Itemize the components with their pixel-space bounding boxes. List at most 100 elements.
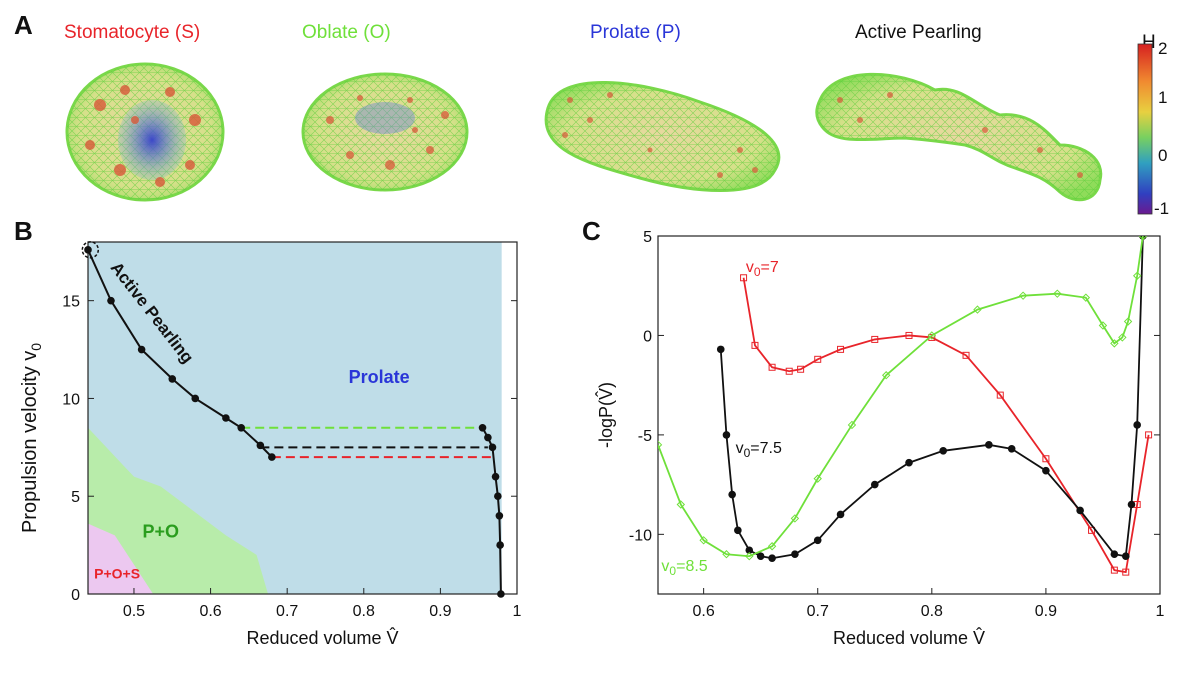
series-label-0: v0=7 — [746, 259, 779, 279]
data-point — [1042, 455, 1050, 463]
data-point — [870, 480, 879, 489]
data-point — [985, 441, 993, 449]
series-label-rest: =7 — [761, 259, 779, 276]
data-point — [813, 536, 822, 545]
stomatocyte-shape — [65, 62, 225, 202]
series-line-2 — [658, 236, 1144, 558]
region-prolate — [88, 242, 502, 594]
data-point — [676, 500, 686, 509]
series-label-1: v0=7.5 — [736, 440, 782, 460]
x-tick-label: 0.9 — [429, 603, 451, 620]
region-label-p-o-s: P+O+S — [94, 565, 140, 581]
panel-b-letter: B — [14, 216, 33, 246]
region-p-o-s — [88, 523, 154, 594]
active-pearling-label: Active Pearling — [855, 22, 982, 43]
data-point — [939, 447, 948, 455]
data-point — [785, 367, 793, 375]
data-point — [1110, 550, 1119, 559]
series-label-sub: 0 — [754, 265, 761, 279]
data-point — [797, 365, 805, 373]
data-point — [699, 536, 708, 545]
series-label-main: v — [736, 440, 744, 457]
boundary-point — [497, 590, 505, 598]
data-point — [745, 552, 754, 561]
y-tick-label: 0 — [71, 587, 80, 604]
data-point — [791, 550, 799, 559]
data-point — [734, 526, 742, 535]
colorbar-gradient — [1137, 43, 1153, 215]
series-label-2: v0=8.5 — [661, 558, 707, 578]
region-p-o — [88, 427, 269, 594]
data-point — [1076, 506, 1084, 515]
region-label-prolate: Prolate — [349, 367, 410, 387]
data-point — [1081, 293, 1091, 302]
data-point — [740, 274, 748, 282]
data-point — [881, 371, 891, 380]
data-point — [996, 391, 1004, 399]
panel-a-letter: A — [14, 10, 33, 40]
colorbar-tick-0: 0 — [1158, 146, 1167, 165]
data-point — [871, 335, 879, 343]
stomatocyte-label: Stomatocyte (S) — [64, 22, 201, 43]
data-point — [716, 345, 725, 354]
y-tick-label: -10 — [629, 527, 652, 544]
y-tick-label: -5 — [638, 428, 652, 445]
boundary-point — [495, 511, 504, 520]
boundary-point — [107, 296, 115, 305]
x-axis-label: Reduced volume V̂ — [833, 627, 985, 648]
boundary-point — [237, 423, 246, 432]
data-point — [1110, 566, 1118, 574]
boundary-point — [137, 345, 146, 354]
data-point — [756, 552, 765, 561]
data-point — [927, 331, 937, 340]
y-tick-label: 10 — [62, 391, 80, 408]
x-tick-label: 0.5 — [123, 603, 145, 620]
x-tick-label: 0.7 — [276, 603, 298, 620]
data-point — [658, 440, 663, 450]
x-tick-label: 0.8 — [921, 603, 943, 620]
plot-frame — [657, 235, 1161, 595]
data-point — [1098, 321, 1108, 330]
boundary-point — [484, 433, 492, 442]
data-point — [1132, 271, 1142, 280]
y-axis-label: Propulsion velocity v0 — [19, 343, 44, 533]
x-tick-label: 0.7 — [807, 603, 829, 620]
x-tick-label: 0.9 — [1035, 603, 1057, 620]
boundary-point — [488, 443, 497, 452]
series-label-rest: =7.5 — [750, 440, 782, 457]
boundary-point — [191, 394, 200, 403]
x-tick-label: 1 — [513, 603, 522, 620]
x-tick-label: 0.8 — [353, 603, 375, 620]
plot-frame — [87, 241, 518, 595]
series-line-1 — [719, 236, 1144, 560]
data-point — [1110, 339, 1119, 348]
series-label-sub: 0 — [744, 446, 751, 460]
series-label-main: v — [746, 259, 754, 276]
region-label-p-o: P+O — [143, 521, 180, 541]
colorbar-tick-2: 2 — [1158, 39, 1167, 58]
boundary-point — [84, 246, 92, 254]
data-point — [1127, 500, 1136, 509]
data-point — [722, 431, 731, 439]
y-tick-label: 0 — [643, 328, 652, 345]
data-point — [1088, 526, 1096, 534]
x-tick-label: 0.6 — [199, 603, 221, 620]
data-point — [847, 420, 857, 430]
oblate-shape — [301, 72, 469, 192]
colorbar-tick-neg1: -1 — [1154, 199, 1169, 216]
panel-c-letter: C — [582, 216, 601, 246]
data-point — [768, 554, 776, 562]
series-label-main: v — [661, 558, 669, 575]
data-point — [768, 363, 776, 371]
vesicle-renderings — [65, 62, 1103, 202]
boundary-point — [496, 541, 504, 549]
data-point — [1122, 568, 1130, 576]
data-point — [905, 458, 913, 467]
data-point — [1145, 431, 1153, 439]
data-point — [836, 510, 845, 519]
data-point — [814, 355, 822, 363]
series-group — [658, 236, 1153, 576]
boundary-point — [491, 472, 500, 481]
data-point — [1018, 291, 1028, 300]
